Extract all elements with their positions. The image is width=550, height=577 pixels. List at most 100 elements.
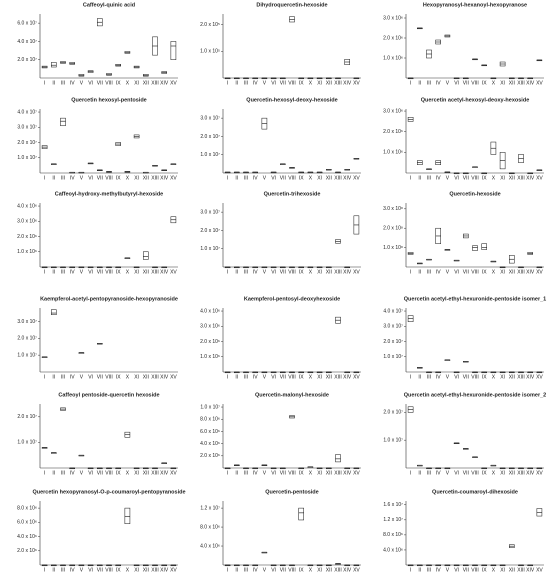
- x-tick-label: XII: [143, 567, 149, 573]
- x-tick-label: V: [263, 269, 267, 275]
- x-tick-label: XIII: [334, 269, 342, 275]
- x-tick-label: VII: [97, 374, 103, 380]
- x-tick-label: XIII: [517, 374, 525, 380]
- x-tick-label: IX: [116, 374, 121, 380]
- y-tick-label: 4.0 x 10⁶: [200, 543, 220, 549]
- x-tick-label: VIII: [105, 175, 113, 181]
- x-tick-label: XII: [509, 470, 515, 476]
- x-tick-label: IX: [116, 80, 121, 86]
- x-tick-label: III: [427, 175, 431, 181]
- x-tick-label: IV: [253, 374, 258, 380]
- x-tick-label: IX: [299, 470, 304, 476]
- x-tick-label: XV: [536, 80, 543, 86]
- x-tick-label: XIII: [151, 269, 159, 275]
- x-tick-label: XV: [536, 374, 543, 380]
- y-tick-label: 2.0 x 10⁷: [383, 339, 403, 345]
- x-tick-label: X: [492, 269, 496, 275]
- box: [335, 454, 341, 463]
- x-tick-label: VI: [271, 470, 276, 476]
- x-tick-label: XIII: [151, 567, 159, 573]
- box: [298, 507, 304, 521]
- x-tick-label: VI: [271, 175, 276, 181]
- x-tick-label: XIV: [526, 80, 535, 86]
- panel-title: Quercetin acetyl-ethyl-hexuronide-pentos…: [404, 392, 546, 398]
- box: [60, 117, 66, 127]
- x-tick-label: V: [263, 470, 267, 476]
- x-tick-label: IX: [482, 80, 487, 86]
- x-tick-label: III: [244, 567, 248, 573]
- x-tick-label: IX: [299, 374, 304, 380]
- box: [124, 507, 131, 525]
- y-tick-label: 1.0 x 10⁶: [383, 150, 403, 156]
- y-tick-label: 6.0 x 10⁷: [17, 20, 37, 26]
- x-tick-label: XIV: [160, 175, 169, 181]
- x-tick-label: IX: [299, 269, 304, 275]
- x-tick-label: XII: [326, 374, 332, 380]
- x-tick-label: II: [52, 374, 55, 380]
- x-tick-label: V: [446, 374, 450, 380]
- y-tick-label: 3.0 x 10⁸: [383, 206, 403, 212]
- x-tick-label: XIV: [160, 374, 169, 380]
- x-tick-label: VIII: [288, 374, 296, 380]
- x-tick-label: III: [427, 567, 431, 573]
- x-tick-label: XIV: [526, 269, 535, 275]
- y-tick-label: 2.0 x 10⁷: [200, 228, 220, 234]
- x-tick-label: VI: [454, 175, 459, 181]
- x-tick-label: VI: [271, 80, 276, 86]
- y-tick-label: 4.0 x 10⁷: [383, 308, 403, 314]
- x-tick-label: III: [61, 567, 65, 573]
- x-tick-label: V: [80, 80, 84, 86]
- x-tick-label: II: [418, 567, 421, 573]
- x-tick-label: VIII: [471, 567, 479, 573]
- x-tick-label: VII: [463, 374, 469, 380]
- y-tick-label: 3.0 x 10⁶: [383, 15, 403, 21]
- x-tick-label: II: [235, 80, 238, 86]
- x-tick-label: III: [61, 80, 65, 86]
- x-tick-label: IV: [436, 470, 441, 476]
- x-tick-label: XIV: [160, 470, 169, 476]
- y-tick-label: 4.0 x 10⁷: [17, 109, 37, 115]
- x-tick-label: XIV: [526, 567, 535, 573]
- x-tick-label: XIII: [517, 269, 525, 275]
- x-tick-label: I: [227, 175, 228, 181]
- x-tick-label: VIII: [288, 175, 296, 181]
- x-tick-label: III: [61, 269, 65, 275]
- x-tick-label: I: [227, 80, 228, 86]
- x-tick-label: III: [427, 374, 431, 380]
- x-tick-label: II: [418, 374, 421, 380]
- x-tick-label: I: [44, 175, 45, 181]
- x-tick-label: I: [227, 470, 228, 476]
- y-tick-label: 3.0 x 10⁷: [200, 209, 220, 215]
- x-tick-label: V: [80, 567, 84, 573]
- x-tick-label: IX: [299, 80, 304, 86]
- x-tick-label: XV: [353, 269, 360, 275]
- x-tick-label: VII: [463, 80, 469, 86]
- x-tick-label: XV: [536, 470, 543, 476]
- x-tick-label: XI: [500, 374, 505, 380]
- y-tick-label: 4.0 x 10⁶: [200, 441, 220, 447]
- x-tick-label: XI: [317, 269, 322, 275]
- y-tick-label: 4.0 x 10⁷: [17, 39, 37, 45]
- x-tick-label: X: [309, 269, 313, 275]
- x-tick-label: XI: [500, 175, 505, 181]
- x-tick-label: IX: [116, 567, 121, 573]
- x-tick-label: V: [446, 269, 450, 275]
- x-tick-label: II: [418, 175, 421, 181]
- x-tick-label: XIII: [334, 374, 342, 380]
- x-tick-label: X: [126, 269, 130, 275]
- box: [472, 245, 478, 251]
- x-tick-label: X: [492, 374, 496, 380]
- panel-title: Quercetin hexopyranosyl-O-p-coumaroyl-pe…: [32, 489, 185, 495]
- x-tick-label: XIV: [343, 470, 352, 476]
- x-tick-label: X: [126, 470, 130, 476]
- x-tick-label: XII: [143, 470, 149, 476]
- x-tick-label: XII: [326, 175, 332, 181]
- x-tick-label: XIII: [151, 175, 159, 181]
- x-tick-label: XII: [326, 80, 332, 86]
- x-tick-label: III: [244, 80, 248, 86]
- y-tick-label: 2.0 x 10⁶: [383, 35, 403, 41]
- x-tick-label: VIII: [288, 567, 296, 573]
- y-tick-label: 3.0 x 10⁷: [17, 125, 37, 131]
- y-tick-label: 2.0 x 10⁷: [200, 134, 220, 140]
- x-tick-label: V: [263, 175, 267, 181]
